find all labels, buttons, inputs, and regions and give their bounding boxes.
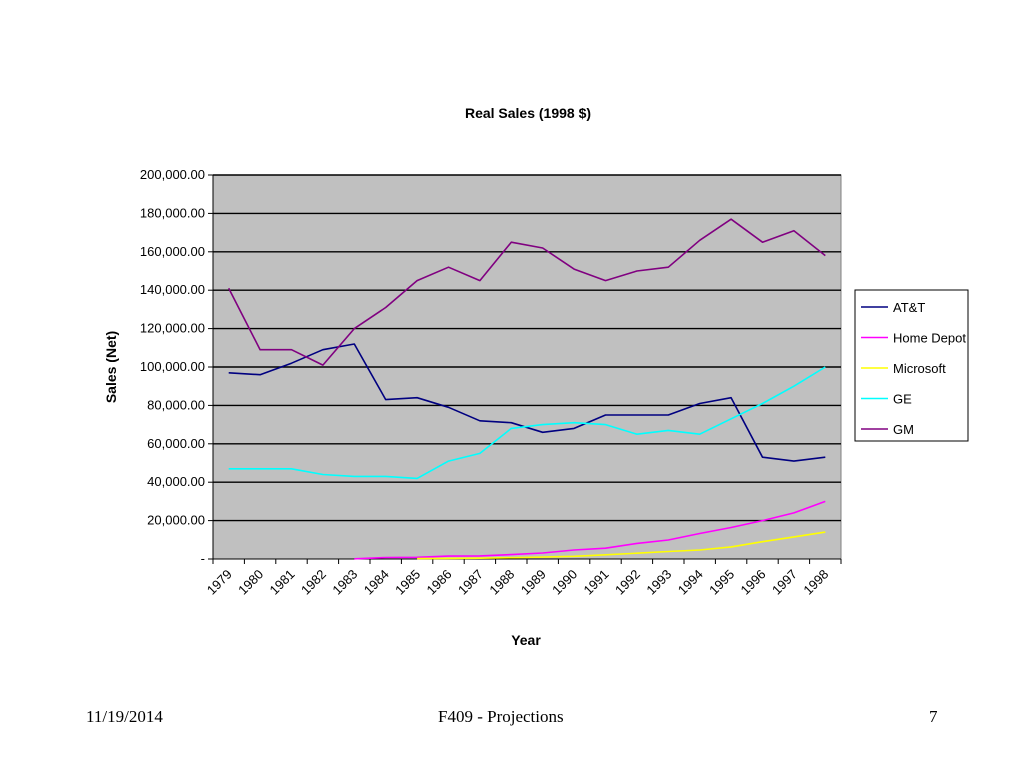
chart-title: Real Sales (1998 $)	[465, 105, 591, 121]
legend-label: GE	[893, 392, 912, 407]
footer-page-number: 7	[929, 707, 938, 727]
legend-label: Microsoft	[893, 361, 946, 376]
x-tick-label: 1979	[204, 567, 235, 598]
x-tick-label: 1991	[581, 567, 612, 598]
y-tick-label: 200,000.00	[140, 167, 205, 182]
legend-label: Home Depot	[893, 331, 966, 346]
y-tick-label: 180,000.00	[140, 205, 205, 220]
x-tick-labels: 1979 1980 1981 1982 1983 1984 1985 1986 1987 1988…	[204, 567, 832, 598]
y-tick-labels: 200,000.00 180,000.00 160,000.00 140,000.00…	[140, 167, 205, 566]
line-chart: Real Sales (1998 $) 200,000.00 180,000.00…	[0, 0, 1024, 768]
footer-course: F409 - Projections	[438, 707, 564, 727]
x-tick-label: 1982	[298, 567, 329, 598]
y-tick-label: 60,000.00	[147, 436, 205, 451]
x-tick-label: 1981	[267, 567, 298, 598]
y-tick-label: 160,000.00	[140, 244, 205, 259]
x-tick-label: 1983	[329, 567, 360, 598]
x-tick-label: 1998	[800, 567, 831, 598]
x-tick-label: 1985	[392, 567, 423, 598]
x-tick-label: 1987	[455, 567, 486, 598]
legend-label: GM	[893, 422, 914, 437]
x-tick-label: 1996	[738, 567, 769, 598]
legend: AT&T Home Depot Microsoft GE GM	[855, 290, 968, 441]
y-tick-label: -	[201, 551, 205, 566]
y-tick-label: 140,000.00	[140, 282, 205, 297]
y-tick-label: 20,000.00	[147, 513, 205, 528]
x-tick-label: 1994	[675, 567, 706, 598]
x-tick-label: 1989	[518, 567, 549, 598]
x-tick-label: 1980	[235, 567, 266, 598]
x-tick-label: 1993	[643, 567, 674, 598]
y-axis-title: Sales (Net)	[103, 331, 119, 403]
x-tick-label: 1988	[486, 567, 517, 598]
x-tick-label: 1990	[549, 567, 580, 598]
x-axis-title: Year	[511, 632, 541, 648]
legend-label: AT&T	[893, 300, 925, 315]
y-tick-label: 100,000.00	[140, 359, 205, 374]
x-tick-label: 1992	[612, 567, 643, 598]
x-tick-label: 1986	[424, 567, 455, 598]
y-tick-label: 40,000.00	[147, 474, 205, 489]
y-tick-label: 120,000.00	[140, 321, 205, 336]
y-tick-label: 80,000.00	[147, 397, 205, 412]
footer-date: 11/19/2014	[86, 707, 163, 727]
x-tick-label: 1984	[361, 567, 392, 598]
x-tick-label: 1995	[706, 567, 737, 598]
x-tick-label: 1997	[769, 567, 800, 598]
